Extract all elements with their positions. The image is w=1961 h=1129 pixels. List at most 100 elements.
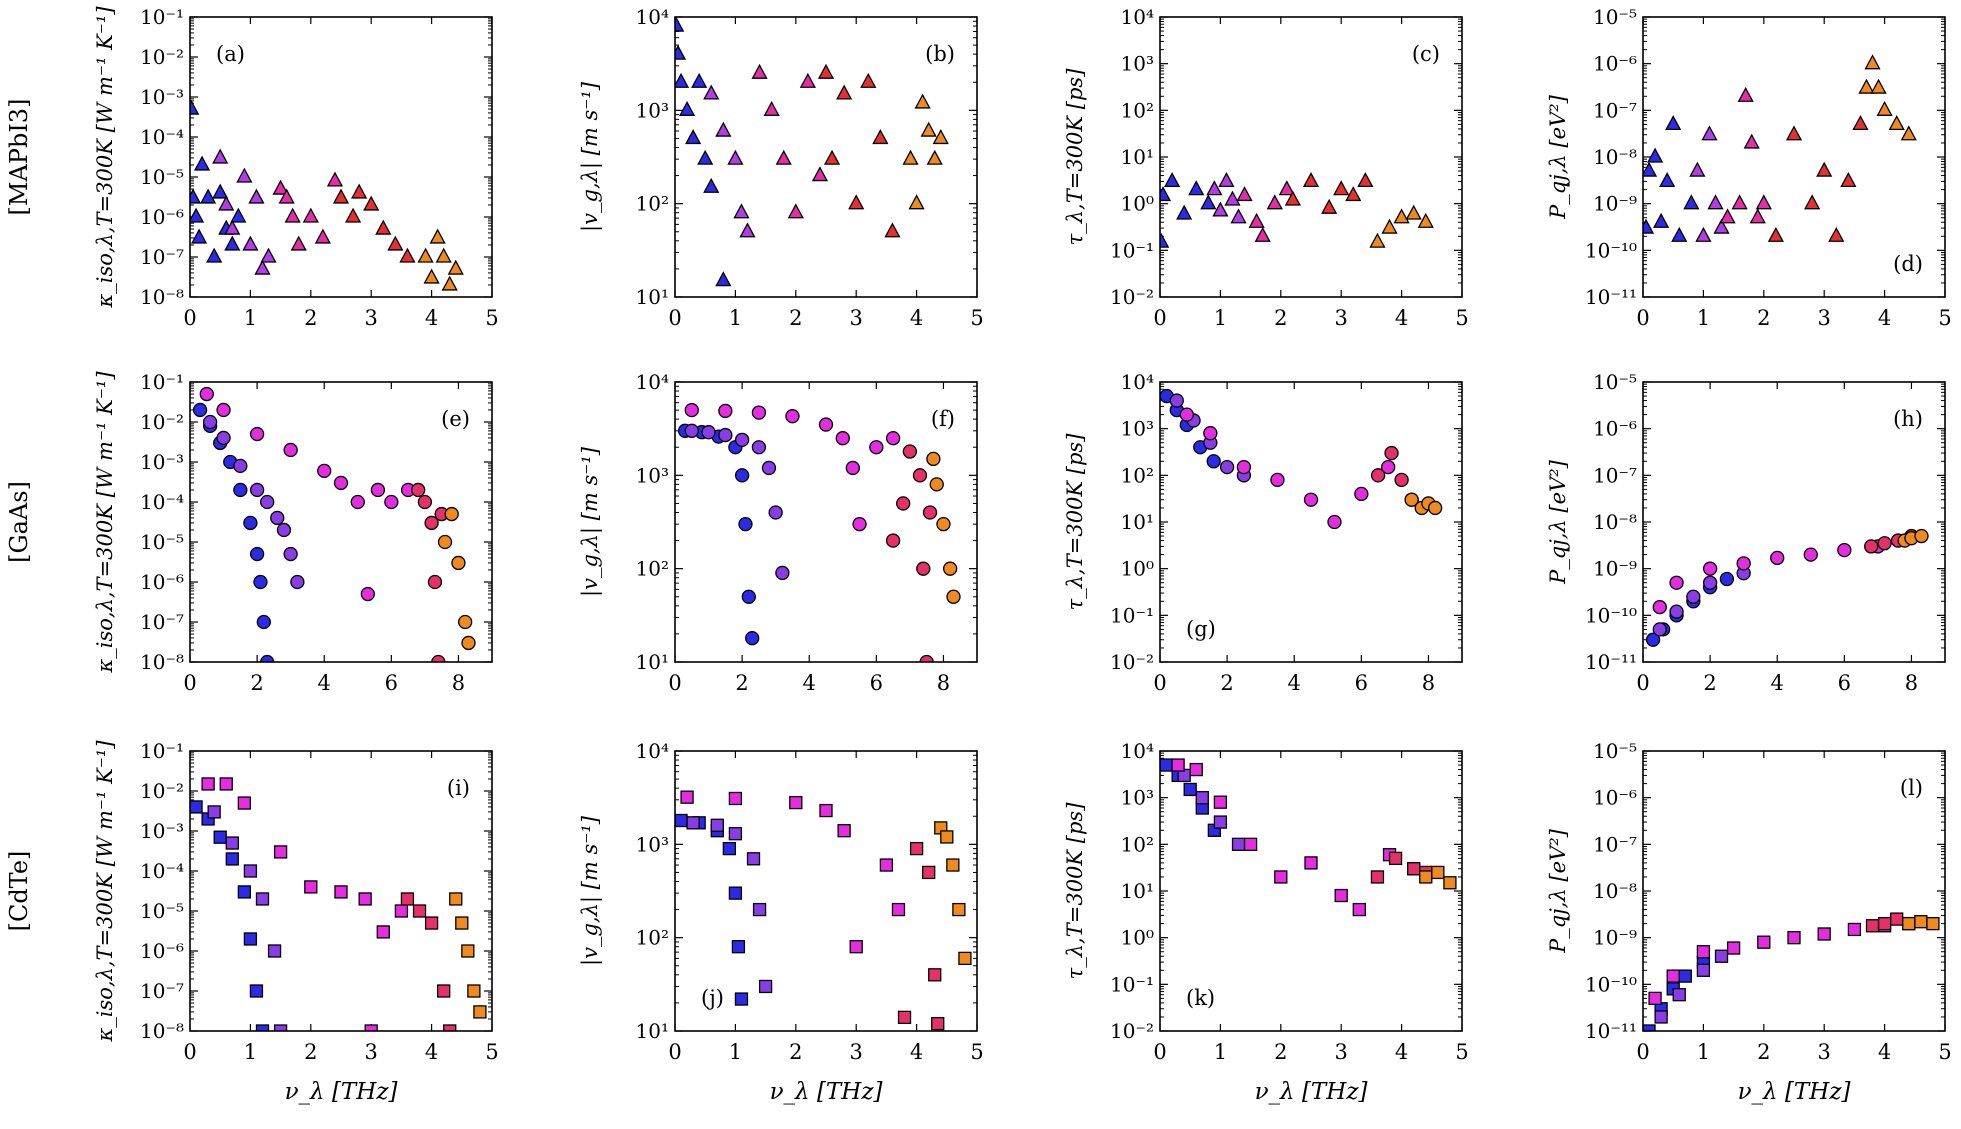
y-tick-label: 10² [1121, 98, 1154, 122]
data-point [733, 203, 750, 219]
y-tick-label: 10³ [636, 463, 669, 487]
data-point [400, 892, 415, 906]
data-point [1787, 931, 1801, 945]
data-point [1678, 969, 1692, 983]
data-point [384, 494, 399, 510]
data-point [230, 207, 247, 223]
data-point [728, 827, 743, 841]
data-point [1890, 912, 1904, 926]
plot-frame [674, 750, 978, 1032]
data-point [1864, 54, 1881, 70]
data-point [272, 179, 289, 195]
data-point [254, 259, 271, 275]
x-tick-label: 0 [1153, 306, 1166, 330]
x-tick-label: 3 [1818, 1040, 1831, 1064]
data-point [1357, 172, 1374, 188]
data-point [1302, 172, 1320, 188]
y-tick-label: 10¹ [636, 285, 669, 309]
data-point [376, 925, 390, 939]
data-point [1828, 226, 1845, 242]
data-point [1876, 100, 1893, 116]
data-point [703, 84, 720, 100]
data-point [206, 247, 223, 263]
y-tick-label: 10¹ [636, 1019, 669, 1043]
row-label: [CdTe] [5, 851, 33, 932]
data-point [909, 841, 924, 856]
data-point [1188, 180, 1205, 196]
data-point [267, 944, 282, 958]
data-point [375, 219, 392, 235]
data-point [314, 228, 331, 244]
data-point [443, 1024, 457, 1031]
panel-label: (l) [1900, 776, 1923, 800]
data-point [701, 425, 716, 440]
y-tick-label: 10⁻⁸ [140, 650, 184, 674]
data-point [902, 149, 919, 165]
data-point [253, 574, 268, 590]
data-point [417, 247, 434, 263]
data-point [1206, 454, 1221, 469]
data-point [751, 440, 767, 455]
data-point [256, 614, 271, 630]
x-tick-label: 0 [1636, 1040, 1649, 1064]
data-points [1160, 172, 1434, 248]
data-point [715, 271, 732, 287]
panel-k: 0 1 2 3 4 5 10⁻² 10⁻¹ 10⁰ 10¹ 10² 10³ 10⁴ (k) τ_λ,T=30… [1063, 739, 1469, 1105]
panel-b: 0 1 2 3 4 5 10¹ 10² 10³ 10⁴ (b) |v_g,λ| [m s⁻¹] [578, 5, 984, 330]
data-point [273, 845, 288, 859]
x-tick-label: 5 [970, 1040, 983, 1064]
plot-frame [1159, 750, 1463, 1032]
data-point [351, 183, 368, 199]
data-point [946, 858, 960, 872]
row-label: [MAPbI3] [5, 99, 33, 216]
x-tick-label: 5 [970, 306, 983, 330]
data-point [751, 405, 767, 420]
data-point [1696, 945, 1711, 959]
data-point [304, 880, 318, 894]
data-point [1870, 78, 1887, 94]
data-point [278, 188, 295, 204]
y-axis-label: κ_iso,λ,T=300K [W m⁻¹ K⁻¹] [93, 371, 117, 674]
x-tick-label: 1 [244, 1040, 257, 1064]
data-points [1645, 528, 1929, 647]
x-tick-label: 4 [425, 1040, 438, 1064]
data-point [928, 968, 942, 982]
data-point [1902, 916, 1916, 931]
data-point [1926, 916, 1940, 931]
data-point [260, 247, 277, 263]
data-point [429, 228, 446, 244]
data-point [1334, 888, 1348, 903]
y-axis-label: P_qj,λ [eV²] [1546, 94, 1570, 219]
x-tick-label: 4 [1771, 671, 1784, 695]
panel-label: (k) [1186, 986, 1215, 1010]
data-point [1393, 208, 1410, 224]
y-tick-label: 10⁻⁸ [1593, 145, 1637, 169]
data-point [225, 852, 239, 866]
panel-a: 0 1 2 3 4 5 10⁻⁸ 10⁻⁷ 10⁻⁶ 10⁻⁵ 10⁻⁴ 10⁻³ 10⁻² 10⁻¹ (a… [93, 5, 499, 330]
data-point [1701, 125, 1718, 141]
panel-i: 0 1 2 3 4 5 10⁻⁸ 10⁻⁷ 10⁻⁶ 10⁻⁵ 10⁻⁴ 10⁻³ 10⁻² 10⁻¹ (i… [93, 739, 499, 1105]
data-point [1303, 492, 1319, 507]
x-tick-label: 0 [1636, 671, 1649, 695]
x-tick-label: 0 [668, 671, 681, 695]
y-tick-label: 10⁻⁵ [140, 165, 184, 189]
data-point [1236, 459, 1252, 475]
panel-e: 0 2 4 6 8 10⁻⁸ 10⁻⁷ 10⁻⁶ 10⁻⁵ 10⁻⁴ 10⁻³ 10⁻² 10⁻¹ (e)… [93, 370, 493, 695]
y-tick-label: 10⁻¹ [1110, 238, 1154, 262]
x-tick-label: 6 [870, 671, 883, 695]
data-point [1714, 949, 1729, 963]
y-axis-label: κ_iso,λ,T=300K [W m⁻¹ K⁻¹] [93, 740, 117, 1043]
y-tick-label: 10⁻¹¹ [1585, 650, 1637, 674]
data-point [852, 516, 867, 532]
data-point [1203, 426, 1218, 441]
data-point [787, 203, 804, 219]
data-point [334, 885, 348, 899]
x-tick-label: 6 [1355, 671, 1368, 695]
data-point [233, 458, 248, 474]
data-point [1817, 927, 1831, 941]
y-tick-label: 10⁻¹ [140, 370, 184, 394]
data-point [1171, 758, 1185, 772]
data-point [1224, 190, 1241, 206]
x-tick-label: 2 [250, 671, 263, 695]
